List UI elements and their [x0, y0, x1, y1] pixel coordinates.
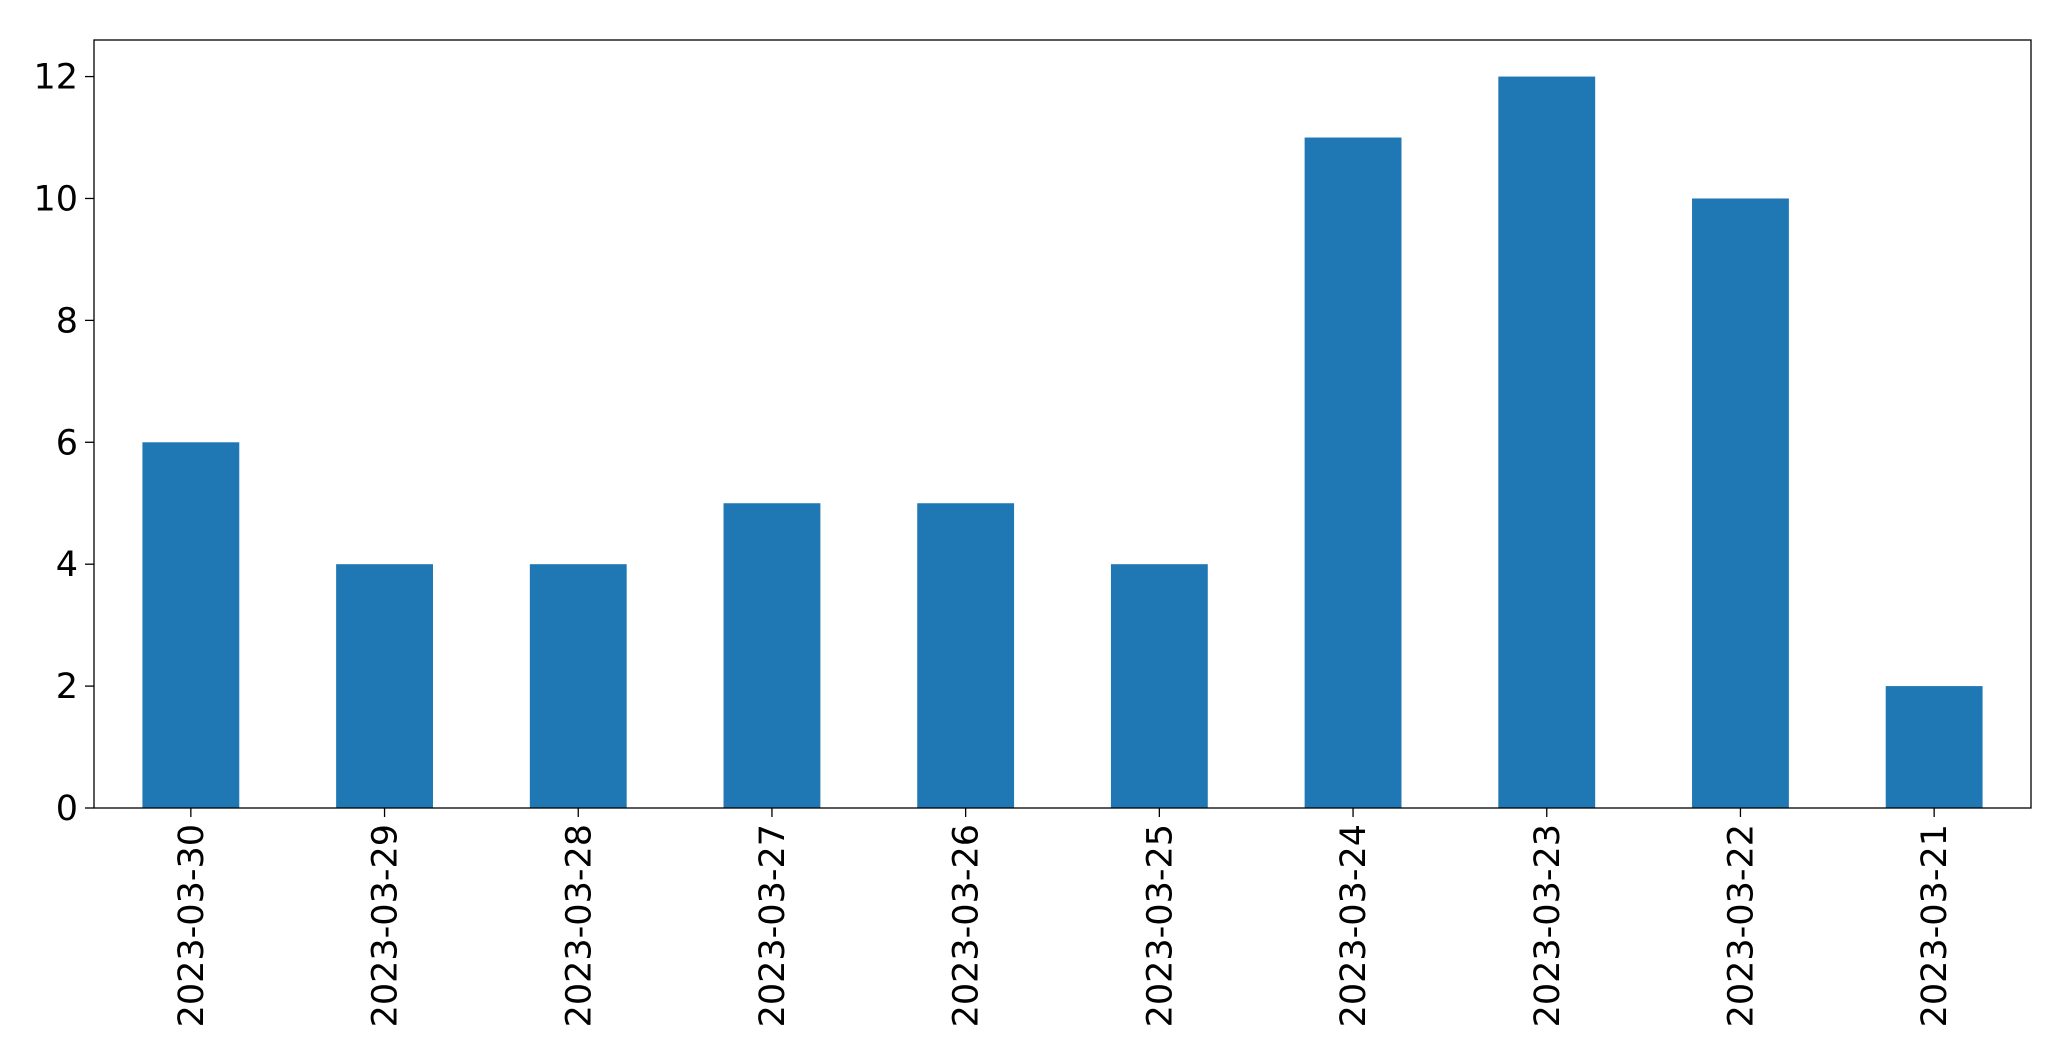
bar [336, 564, 433, 808]
bar [529, 564, 627, 808]
x-tick-label: 2023-03-24 [1334, 824, 1374, 1027]
x-tick-label: 2023-03-28 [559, 824, 599, 1027]
y-tick-label: 4 [56, 545, 78, 585]
bar [1110, 564, 1208, 808]
y-tick-label: 8 [56, 301, 78, 341]
x-tick-label: 2023-03-23 [1528, 824, 1568, 1027]
bar [1304, 137, 1402, 808]
x-tick-label: 2023-03-21 [1915, 824, 1955, 1027]
x-tick-label: 2023-03-29 [366, 824, 406, 1027]
x-tick-label: 2023-03-25 [1140, 824, 1180, 1027]
y-tick-label: 10 [33, 179, 78, 219]
x-tick-label: 2023-03-27 [753, 824, 793, 1027]
x-tick-label: 2023-03-30 [172, 824, 212, 1027]
plot-frame [93, 39, 2032, 809]
bar [1692, 198, 1789, 808]
y-tick-label: 2 [56, 667, 78, 707]
bar [1498, 76, 1596, 809]
bar [142, 442, 240, 808]
y-tick-label: 0 [56, 789, 78, 829]
y-tick-label: 6 [56, 423, 78, 463]
bar [723, 503, 821, 808]
y-tick-label: 12 [33, 58, 78, 98]
bar [1885, 686, 1983, 808]
bar [917, 503, 1015, 808]
x-tick-label: 2023-03-26 [947, 824, 987, 1027]
x-tick-label: 2023-03-22 [1721, 824, 1761, 1027]
